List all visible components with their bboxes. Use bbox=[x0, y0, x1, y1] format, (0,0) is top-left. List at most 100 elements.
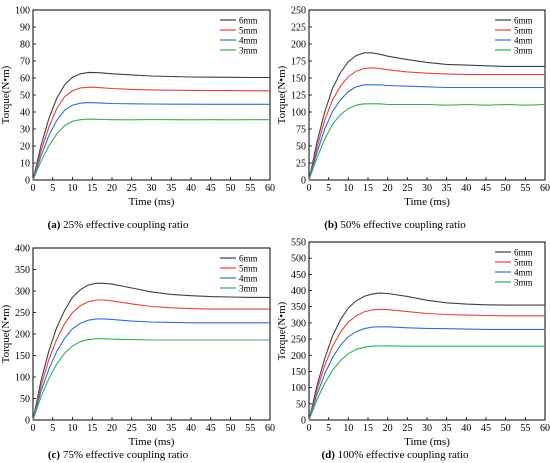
panel-caption: (b) 50% effective coupling ratio bbox=[324, 219, 466, 231]
y-tick-label: 75 bbox=[296, 125, 306, 136]
x-tick-label: 30 bbox=[147, 183, 157, 194]
x-tick-label: 5 bbox=[50, 423, 55, 434]
series-line-6mm bbox=[308, 52, 545, 181]
legend-label: 4mm bbox=[239, 274, 258, 284]
caption-text: 100% effective coupling ratio bbox=[335, 449, 469, 461]
y-tick-label: 200 bbox=[15, 330, 30, 341]
chart-panel-0: 0 5 10 15 20 25 30 35 40 45 50 55 60 0 10 20 30 40 50 60 70 8… bbox=[0, 6, 275, 232]
series-line-6mm bbox=[308, 292, 545, 421]
y-tick-label: 300 bbox=[15, 287, 30, 298]
x-tick-label: 0 bbox=[31, 423, 36, 434]
x-axis-title: Time (ms) bbox=[129, 196, 175, 208]
y-tick-label: 400 bbox=[15, 244, 30, 255]
y-tick-label: 350 bbox=[15, 265, 30, 276]
legend-label: 4mm bbox=[514, 36, 533, 46]
y-tick-label: 50 bbox=[20, 91, 30, 102]
y-tick-label: 100 bbox=[291, 108, 306, 119]
panel-caption: (d) 100% effective coupling ratio bbox=[321, 449, 469, 461]
y-tick-label: 10 bbox=[20, 159, 30, 170]
x-tick-label: 55 bbox=[245, 183, 255, 194]
y-tick-label: 200 bbox=[291, 351, 306, 362]
y-tick-label: 25 bbox=[296, 159, 306, 170]
y-tick-label: 100 bbox=[291, 383, 306, 394]
x-tick-label: 60 bbox=[265, 423, 275, 434]
series-line-5mm bbox=[308, 308, 545, 421]
y-tick-label: 550 bbox=[291, 238, 306, 249]
y-tick-label: 20 bbox=[20, 142, 30, 153]
legend-label: 4mm bbox=[239, 36, 258, 46]
y-axis-title: Torque(N•m) bbox=[276, 65, 288, 124]
x-tick-label: 30 bbox=[422, 183, 432, 194]
x-tick-label: 50 bbox=[501, 423, 511, 434]
y-tick-label: 350 bbox=[291, 302, 306, 313]
legend-label: 3mm bbox=[514, 278, 533, 288]
caption-letter: (c) bbox=[48, 449, 61, 461]
legend-label: 5mm bbox=[514, 26, 533, 36]
legend-label: 3mm bbox=[514, 46, 533, 56]
y-tick-label: 80 bbox=[20, 40, 30, 51]
series-line-4mm bbox=[308, 84, 545, 181]
x-tick-label: 45 bbox=[206, 183, 216, 194]
x-tick-label: 40 bbox=[186, 183, 196, 194]
x-tick-label: 50 bbox=[501, 183, 511, 194]
legend-label: 6mm bbox=[239, 254, 258, 264]
x-tick-label: 25 bbox=[127, 183, 137, 194]
legend-label: 6mm bbox=[239, 16, 258, 26]
legend-label: 5mm bbox=[239, 264, 258, 274]
y-tick-label: 50 bbox=[20, 394, 30, 405]
x-tick-label: 35 bbox=[166, 183, 176, 194]
y-tick-label: 250 bbox=[15, 308, 30, 319]
x-tick-label: 15 bbox=[87, 183, 97, 194]
x-axis-title: Time (ms) bbox=[404, 196, 450, 208]
panel-caption: (a) 25% effective coupling ratio bbox=[48, 219, 189, 231]
series-line-3mm bbox=[308, 345, 545, 421]
panel-caption: (c) 75% effective coupling ratio bbox=[48, 449, 189, 461]
y-tick-label: 250 bbox=[291, 335, 306, 346]
legend-label: 4mm bbox=[514, 268, 533, 278]
x-tick-label: 0 bbox=[307, 423, 312, 434]
x-tick-label: 35 bbox=[442, 183, 452, 194]
chart-panel-2: 0 5 10 15 20 25 30 35 40 45 50 55 60 0 50 100 150 200 250 3… bbox=[0, 244, 275, 462]
x-tick-label: 35 bbox=[166, 423, 176, 434]
caption-text: 50% effective coupling ratio bbox=[338, 219, 467, 231]
caption-letter: (a) bbox=[48, 219, 61, 231]
x-tick-label: 5 bbox=[326, 423, 331, 434]
y-tick-label: 0 bbox=[25, 416, 30, 427]
x-tick-label: 20 bbox=[383, 183, 393, 194]
x-tick-label: 30 bbox=[147, 423, 157, 434]
y-tick-label: 30 bbox=[20, 125, 30, 136]
series-line-4mm bbox=[32, 318, 270, 421]
legend-label: 6mm bbox=[514, 16, 533, 26]
caption-text: 25% effective coupling ratio bbox=[60, 219, 189, 231]
series-line-6mm bbox=[32, 282, 270, 421]
y-tick-label: 450 bbox=[291, 270, 306, 281]
y-tick-label: 150 bbox=[291, 74, 306, 85]
x-tick-label: 40 bbox=[461, 183, 471, 194]
chart-panel-1: 0 5 10 15 20 25 30 35 40 45 50 55 60 0 25 50 75 100 125 150… bbox=[276, 6, 550, 232]
y-tick-label: 150 bbox=[15, 351, 30, 362]
y-tick-label: 175 bbox=[291, 57, 306, 68]
caption-letter: (b) bbox=[324, 219, 338, 231]
y-tick-label: 200 bbox=[291, 40, 306, 51]
y-tick-label: 100 bbox=[15, 6, 30, 17]
legend-label: 6mm bbox=[514, 248, 533, 258]
y-tick-label: 40 bbox=[20, 108, 30, 119]
x-tick-label: 25 bbox=[402, 423, 412, 434]
y-tick-label: 0 bbox=[301, 176, 306, 187]
x-tick-label: 5 bbox=[50, 183, 55, 194]
series-line-3mm bbox=[308, 103, 546, 181]
x-tick-label: 15 bbox=[363, 423, 373, 434]
legend-label: 3mm bbox=[239, 46, 258, 56]
series-line-6mm bbox=[32, 71, 270, 181]
caption-letter: (d) bbox=[321, 449, 335, 461]
x-tick-label: 55 bbox=[520, 423, 530, 434]
y-tick-label: 0 bbox=[301, 416, 306, 427]
y-axis-title: Torque(N•m) bbox=[0, 304, 12, 363]
x-tick-label: 60 bbox=[540, 183, 550, 194]
legend-label: 5mm bbox=[239, 26, 258, 36]
y-tick-label: 300 bbox=[291, 318, 306, 329]
x-tick-label: 45 bbox=[206, 423, 216, 434]
y-tick-label: 60 bbox=[20, 74, 30, 85]
x-tick-label: 45 bbox=[481, 183, 491, 194]
